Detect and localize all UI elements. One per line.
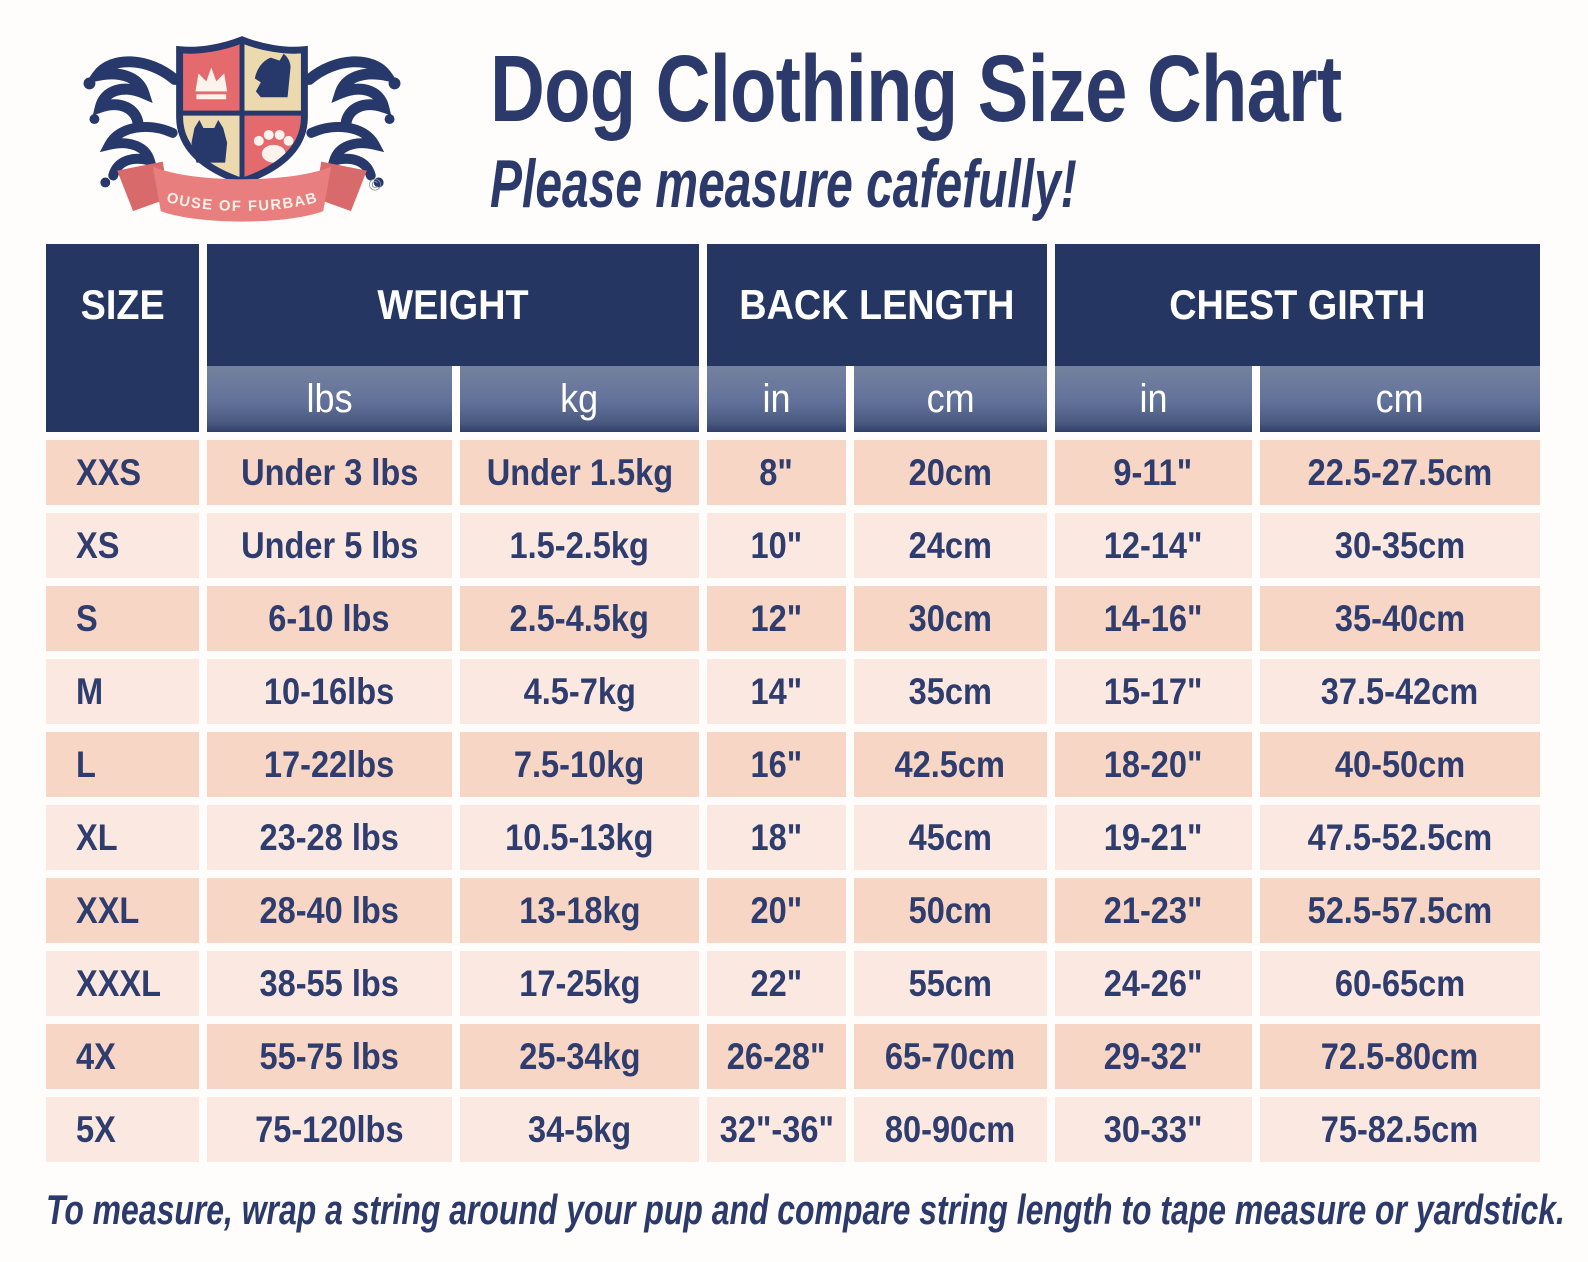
copyright-icon: © (369, 175, 382, 194)
measuring-note: To measure, wrap a string around your pu… (46, 1186, 1565, 1233)
chest-cm-cell: 47.5-52.5cm (1259, 805, 1540, 870)
page-title: Dog Clothing Size Chart (490, 36, 1342, 142)
paw-icon (253, 129, 294, 163)
weight-kg-cell: Under 1.5kg (459, 440, 700, 505)
back-in-cell: 12" (707, 586, 846, 651)
chest-in-cell: 29-32" (1054, 1024, 1252, 1089)
chest-cm-cell: 22.5-27.5cm (1259, 440, 1540, 505)
weight-lbs-cell: 75-120lbs (206, 1097, 452, 1162)
chest-cm-cell: 60-65cm (1259, 951, 1540, 1016)
table-header: SIZE WEIGHT BACK LENGTH CHEST GIRTH lbs … (46, 244, 1540, 432)
size-cell: XXL (46, 878, 199, 943)
size-cell: L (46, 732, 199, 797)
size-cell: XL (46, 805, 199, 870)
size-cell: 5X (46, 1097, 199, 1162)
back-in-cell: 8" (707, 440, 846, 505)
left-flourish-icon (83, 56, 181, 188)
right-flourish-icon (303, 56, 401, 188)
chest-in-cell: 12-14" (1054, 513, 1252, 578)
back-cm-cell: 20cm (853, 440, 1047, 505)
dog-icon (254, 53, 291, 98)
chest-in-cell: 21-23" (1054, 878, 1252, 943)
subheader-back-in: in (707, 366, 846, 432)
subheader-weight-kg: kg (459, 366, 700, 432)
back-in-cell: 10" (707, 513, 846, 578)
back-cm-cell: 35cm (853, 659, 1047, 724)
weight-lbs-cell: Under 5 lbs (206, 513, 452, 578)
weight-lbs-cell: 6-10 lbs (206, 586, 452, 651)
size-cell: XXXL (46, 951, 199, 1016)
weight-kg-cell: 17-25kg (459, 951, 700, 1016)
crown-icon (195, 67, 228, 100)
column-header-weight: WEIGHT (206, 244, 700, 366)
back-cm-cell: 45cm (853, 805, 1047, 870)
chest-cm-cell: 30-35cm (1259, 513, 1540, 578)
chest-in-cell: 30-33" (1054, 1097, 1252, 1162)
weight-kg-cell: 10.5-13kg (459, 805, 700, 870)
back-cm-cell: 50cm (853, 878, 1047, 943)
size-chart-table: SIZE WEIGHT BACK LENGTH CHEST GIRTH lbs … (46, 244, 1540, 1162)
chest-in-cell: 19-21" (1054, 805, 1252, 870)
back-cm-cell: 42.5cm (853, 732, 1047, 797)
weight-lbs-cell: 38-55 lbs (206, 951, 452, 1016)
weight-kg-cell: 2.5-4.5kg (459, 586, 700, 651)
subheader-chest-in: in (1054, 366, 1252, 432)
back-in-cell: 18" (707, 805, 846, 870)
size-cell: XS (46, 513, 199, 578)
column-header-size: SIZE (46, 244, 199, 432)
back-in-cell: 14" (707, 659, 846, 724)
weight-kg-cell: 25-34kg (459, 1024, 700, 1089)
back-cm-cell: 24cm (853, 513, 1047, 578)
weight-kg-cell: 1.5-2.5kg (459, 513, 700, 578)
size-cell: XXS (46, 440, 199, 505)
chest-cm-cell: 52.5-57.5cm (1259, 878, 1540, 943)
weight-lbs-cell: 28-40 lbs (206, 878, 452, 943)
back-cm-cell: 65-70cm (853, 1024, 1047, 1089)
chest-in-cell: 18-20" (1054, 732, 1252, 797)
weight-kg-cell: 7.5-10kg (459, 732, 700, 797)
chest-cm-cell: 35-40cm (1259, 586, 1540, 651)
title-block: Dog Clothing Size Chart Please measure c… (490, 22, 1554, 223)
back-cm-cell: 30cm (853, 586, 1047, 651)
back-in-cell: 32"-36" (707, 1097, 846, 1162)
chest-cm-cell: 37.5-42cm (1259, 659, 1540, 724)
weight-kg-cell: 13-18kg (459, 878, 700, 943)
weight-kg-cell: 34-5kg (459, 1097, 700, 1162)
size-cell: S (46, 586, 199, 651)
back-in-cell: 22" (707, 951, 846, 1016)
header: HOUSE OF FURBABY © Dog Clothing Size Cha… (0, 0, 1588, 230)
weight-lbs-cell: 10-16lbs (206, 659, 452, 724)
chest-cm-cell: 40-50cm (1259, 732, 1540, 797)
chest-in-cell: 14-16" (1054, 586, 1252, 651)
back-in-cell: 26-28" (707, 1024, 846, 1089)
weight-kg-cell: 4.5-7kg (459, 659, 700, 724)
size-cell: M (46, 659, 199, 724)
subheader-weight-lbs: lbs (206, 366, 452, 432)
chest-in-cell: 9-11" (1054, 440, 1252, 505)
back-in-cell: 16" (707, 732, 846, 797)
back-cm-cell: 55cm (853, 951, 1047, 1016)
chest-cm-cell: 75-82.5cm (1259, 1097, 1540, 1162)
back-cm-cell: 80-90cm (853, 1097, 1047, 1162)
weight-lbs-cell: 55-75 lbs (206, 1024, 452, 1089)
cat-icon (191, 120, 228, 163)
subheader-back-cm: cm (853, 366, 1047, 432)
weight-lbs-cell: 23-28 lbs (206, 805, 452, 870)
size-cell: 4X (46, 1024, 199, 1089)
back-in-cell: 20" (707, 878, 846, 943)
column-header-chest-girth: CHEST GIRTH (1054, 244, 1540, 366)
subheader-chest-cm: cm (1259, 366, 1540, 432)
page-subtitle: Please measure cafefully! (490, 146, 1077, 222)
logo-crest: HOUSE OF FURBABY © (48, 22, 401, 222)
weight-lbs-cell: 17-22lbs (206, 732, 452, 797)
chest-in-cell: 24-26" (1054, 951, 1252, 1016)
chest-in-cell: 15-17" (1054, 659, 1252, 724)
chest-cm-cell: 72.5-80cm (1259, 1024, 1540, 1089)
table-body: XXS Under 3 lbs Under 1.5kg 8" 20cm 9-11… (46, 440, 1540, 1162)
column-header-back-length: BACK LENGTH (707, 244, 1047, 366)
weight-lbs-cell: Under 3 lbs (206, 440, 452, 505)
